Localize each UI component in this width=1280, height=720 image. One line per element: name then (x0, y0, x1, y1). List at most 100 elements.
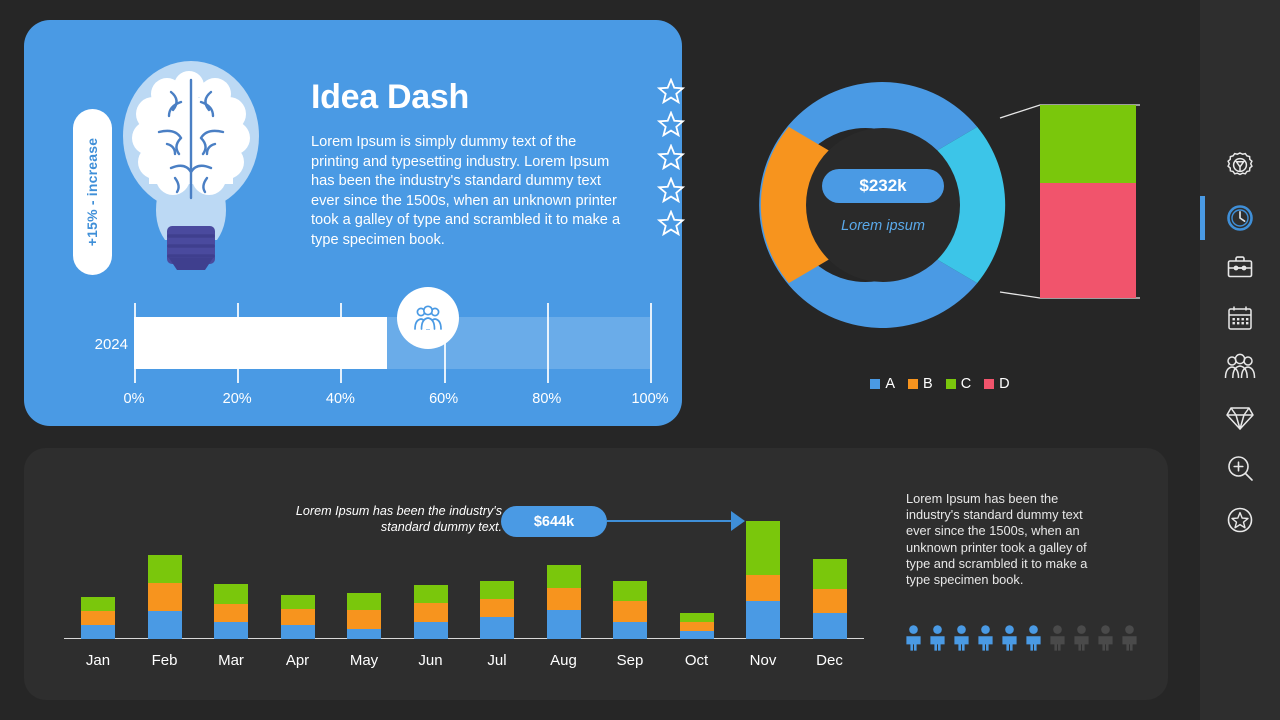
progress-axis-label: 40% (325, 391, 355, 407)
bar-column[interactable]: Apr (280, 595, 315, 669)
legend-label: B (923, 376, 933, 392)
person-icon (1074, 625, 1089, 651)
donut-chart-panel: $232k Lorem ipsum A B C D (700, 60, 1180, 410)
bar-category-label: Dec (816, 652, 843, 669)
bar-segment (613, 581, 647, 601)
bar-segment (546, 588, 581, 610)
progress-chart: 2024 0% 20% 40% 60% 80% 100% (80, 287, 670, 415)
bar-segment (81, 611, 115, 625)
sidebar-item-search[interactable] (1220, 448, 1260, 488)
sidebar-item-premium[interactable] (1220, 397, 1260, 437)
callout-connector-line (607, 520, 735, 522)
bar-segment (413, 622, 448, 639)
progress-axis-label: 0% (123, 391, 145, 407)
progress-axis-label: 100% (631, 391, 669, 407)
brain-lightbulb-icon (123, 61, 259, 270)
person-icon (930, 625, 945, 651)
sidebar-item-work[interactable] (1220, 248, 1260, 288)
sidebar-item-time[interactable] (1220, 198, 1260, 238)
bar-segment (679, 622, 714, 631)
sidebar-item-calendar[interactable] (1220, 298, 1260, 338)
detail-bar-d[interactable] (1040, 183, 1136, 298)
bar-category-label: May (349, 652, 379, 669)
gear-icon (1227, 152, 1253, 176)
bar-column[interactable]: Feb (147, 555, 182, 669)
donut-chart-svg (759, 81, 1140, 328)
bar-column[interactable]: Mar (214, 584, 248, 669)
bar-segment (746, 601, 780, 639)
progress-tick (340, 303, 343, 383)
bar-chart-baseline (64, 637, 864, 639)
bar-category-label: Apr (285, 652, 310, 669)
bar-column[interactable]: Nov (746, 521, 780, 669)
legend-item[interactable]: B (908, 376, 933, 392)
person-icon (1122, 625, 1137, 651)
bar-segment (147, 555, 182, 583)
clock-icon (1227, 205, 1253, 231)
legend-swatch (984, 379, 995, 389)
legend-item[interactable]: D (984, 376, 1010, 392)
diamond-icon (1226, 407, 1254, 430)
bar-segment (147, 611, 182, 639)
sidebar-item-settings[interactable] (1220, 145, 1260, 185)
legend-swatch (945, 379, 956, 389)
person-icon (954, 625, 969, 651)
sidebar-item-favorites[interactable] (1220, 500, 1260, 540)
bar-segment (81, 597, 115, 611)
donut-center-caption: Lorem ipsum (841, 218, 925, 234)
bar-chart: Jan Feb Mar Apr May Jun Jul Aug Sep Oct Nov Dec (64, 505, 864, 675)
person-icon (1026, 625, 1041, 651)
star-outline-icon (657, 144, 685, 170)
bar-column[interactable]: Aug (546, 565, 581, 669)
progress-axis: 0% 20% 40% 60% 80% 100% (124, 391, 669, 411)
bar-chart-card (24, 448, 1168, 700)
bar-column[interactable]: Jan (81, 597, 115, 669)
star-outline-icon (657, 78, 685, 104)
bar-category-label: Aug (550, 652, 577, 669)
bar-segment (679, 631, 714, 639)
progress-fill (134, 317, 387, 369)
detail-bar-c[interactable] (1040, 105, 1136, 183)
bar-segment (480, 617, 514, 639)
hero-description: Lorem Ipsum is simply dummy text of the … (311, 134, 621, 248)
bar-segment (812, 559, 847, 589)
calendar-icon (1228, 306, 1252, 330)
star-circle-icon (1227, 507, 1253, 533)
person-icon (1002, 625, 1017, 651)
legend-label: A (885, 376, 896, 392)
bar-column[interactable]: Jul (480, 581, 514, 669)
bar-column[interactable]: Jun (413, 585, 448, 669)
bar-column[interactable]: Sep (613, 581, 647, 669)
star-outline-icon (657, 210, 685, 236)
bar-column[interactable]: May (347, 593, 381, 669)
progress-year-label: 2024 (94, 336, 128, 353)
bar-chart-note: Lorem Ipsum has been the industry's stan… (295, 504, 502, 534)
bar-segment (214, 622, 248, 639)
bar-category-label: Oct (684, 652, 709, 669)
sidebar-item-team[interactable] (1220, 347, 1260, 387)
right-sidebar (1200, 0, 1280, 720)
person-icon (1050, 625, 1065, 651)
bar-callout-value: $644k (501, 506, 607, 537)
bar-panel-side-text: Lorem Ipsum has been the industry's stan… (906, 491, 1088, 588)
bar-segment (347, 610, 381, 629)
bar-column[interactable]: Oct (679, 613, 714, 669)
bar-category-label: Jun (418, 652, 443, 669)
donut-legend: A B C D (700, 376, 1180, 392)
progress-tick (650, 303, 652, 383)
legend-item[interactable]: A (870, 376, 895, 392)
bar-column[interactable]: Dec (812, 559, 847, 669)
star-rating (657, 78, 687, 243)
legend-item[interactable]: C (945, 376, 971, 392)
legend-swatch (870, 379, 881, 389)
progress-tick (546, 303, 549, 383)
bar-segment (679, 613, 714, 622)
bar-segment (546, 610, 581, 639)
bar-segment (347, 629, 381, 639)
people-group-icon (1224, 353, 1256, 379)
bar-segment (280, 595, 315, 609)
increase-badge: +15% - increase (73, 109, 112, 275)
progress-knob[interactable] (397, 287, 460, 349)
progress-track[interactable] (134, 317, 650, 369)
donut-center-value: $232k (822, 169, 944, 203)
